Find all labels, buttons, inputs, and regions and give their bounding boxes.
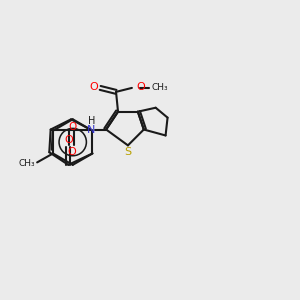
Text: CH₃: CH₃ [19, 159, 35, 168]
Text: O: O [64, 135, 73, 145]
Text: O: O [137, 82, 146, 92]
Text: H: H [88, 116, 95, 126]
Text: O: O [67, 147, 76, 157]
Text: O: O [89, 82, 98, 92]
Text: O: O [68, 122, 76, 132]
Text: N: N [87, 124, 95, 134]
Text: S: S [124, 147, 131, 157]
Text: CH₃: CH₃ [152, 83, 168, 92]
